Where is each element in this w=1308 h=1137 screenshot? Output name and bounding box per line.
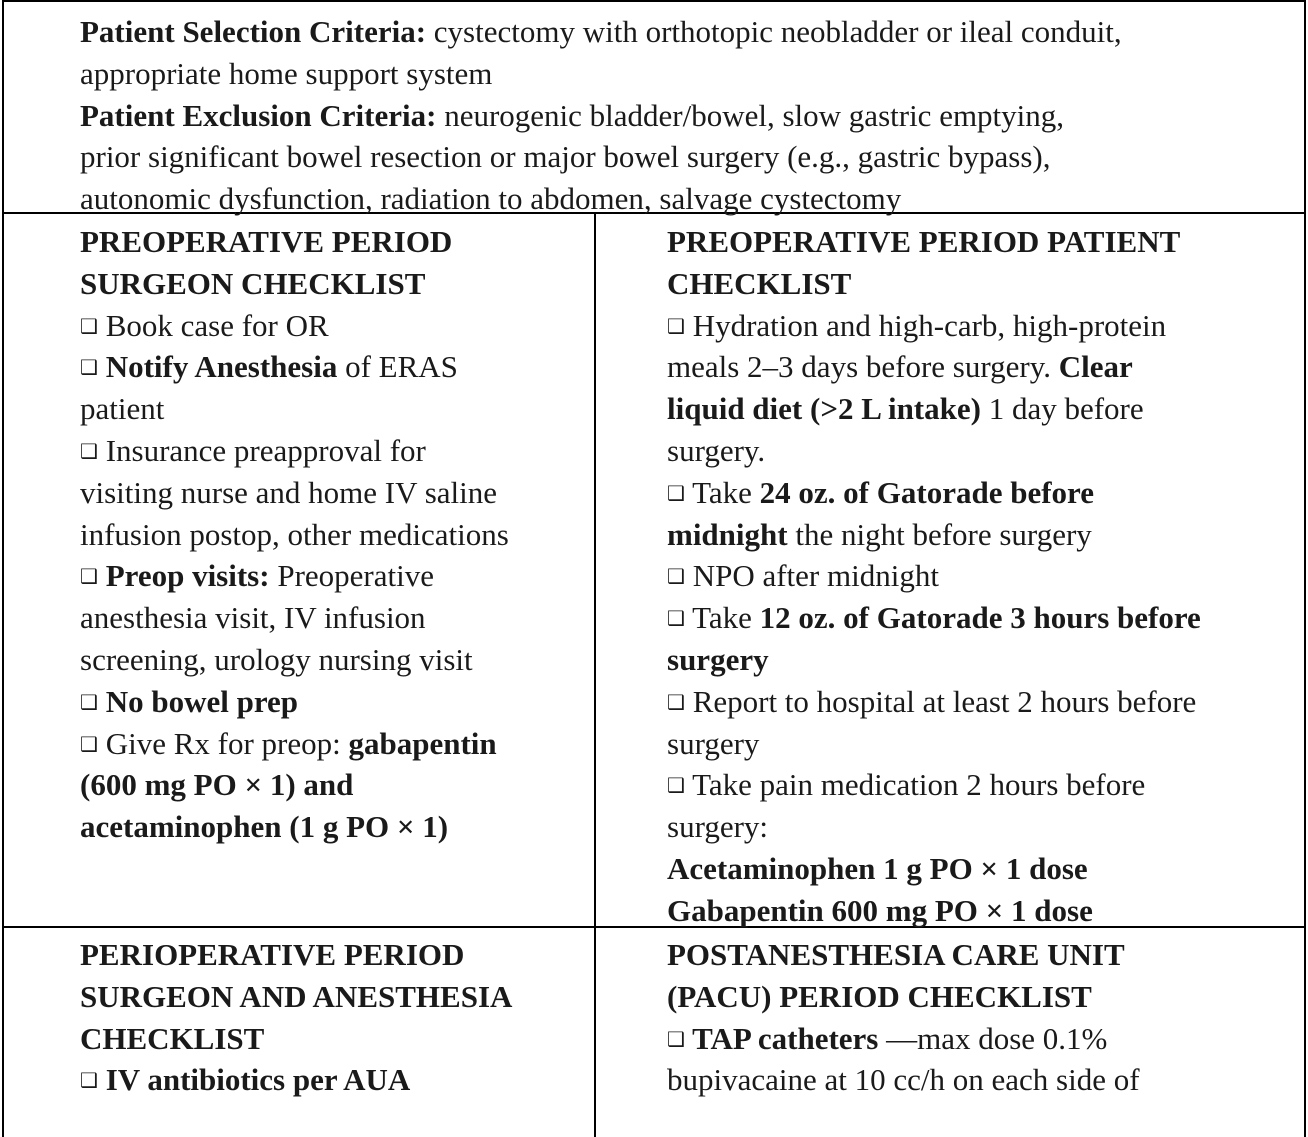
section-heading: CHECKLIST — [667, 265, 852, 301]
checklist-item: IV antibiotics per AUA — [97, 1062, 411, 1098]
checklist-item: 1 day before — [980, 391, 1144, 427]
selection-text: appropriate home support system — [80, 55, 493, 91]
checklist-item: —max dose 0.1% — [878, 1020, 1108, 1056]
checklist-item: Report to hospital at least 2 hours befo… — [684, 683, 1197, 719]
checklist-item: 12 oz. of Gatorade 3 hours before — [759, 600, 1201, 636]
checkbox-icon[interactable]: ❑ — [80, 564, 98, 589]
checklist-item: surgery. — [667, 432, 766, 468]
checklist-item: (600 mg PO × 1) and — [80, 767, 354, 803]
exclusion-text: neurogenic bladder/bowel, slow gastric e… — [436, 97, 1065, 133]
checklist-item: Preoperative — [269, 558, 434, 594]
section-heading: SURGEON CHECKLIST — [80, 265, 426, 301]
selection-criteria-label: Patient Selection Criteria: — [80, 14, 427, 49]
exclusion-text: autonomic dysfunction, radiation to abdo… — [80, 181, 902, 217]
checklist-item: Clear — [1058, 349, 1133, 385]
preop-surgeon-checklist: PREOPERATIVE PERIOD SURGEON CHECKLIST ❑ … — [80, 221, 509, 848]
exclusion-text: prior significant bowel resection or maj… — [80, 139, 1051, 175]
section-heading: PREOPERATIVE PERIOD PATIENT — [667, 224, 1181, 259]
checkbox-icon[interactable]: ❑ — [80, 355, 98, 380]
checklist-item: infusion postop, other medications — [80, 516, 509, 552]
checklist-item: Take pain medication 2 hours before — [684, 767, 1146, 803]
checklist-item: meals 2–3 days before surgery. — [667, 349, 1059, 385]
checklist-item: acetaminophen (1 g PO × 1) — [80, 809, 449, 845]
checklist-item: gabapentin — [348, 725, 497, 761]
section-heading: POSTANESTHESIA CARE UNIT — [667, 937, 1125, 972]
checkbox-icon[interactable]: ❑ — [667, 606, 685, 631]
checklist-item: surgery — [667, 725, 760, 761]
checkbox-icon[interactable]: ❑ — [80, 689, 98, 714]
criteria-text: Patient Selection Criteria: cystectomy w… — [80, 11, 1122, 220]
checklist-item: of ERAS — [337, 349, 458, 385]
checkbox-icon[interactable]: ❑ — [667, 773, 685, 798]
preop-patient-checklist: PREOPERATIVE PERIOD PATIENT CHECKLIST ❑ … — [667, 221, 1201, 932]
checklist-item: surgery — [667, 641, 769, 677]
checklist-item: bupivacaine at 10 cc/h on each side of — [667, 1062, 1140, 1098]
criteria-box — [2, 0, 1306, 214]
section-heading: PREOPERATIVE PERIOD — [80, 224, 453, 259]
checkbox-icon[interactable]: ❑ — [80, 438, 98, 463]
dose-line: Acetaminophen 1 g PO × 1 dose — [667, 850, 1088, 886]
checklist-item: No bowel prep — [97, 683, 299, 719]
checkbox-icon[interactable]: ❑ — [667, 313, 685, 338]
checklist-item: Notify Anesthesia — [97, 349, 338, 385]
column-divider — [594, 214, 596, 1137]
pacu-checklist: POSTANESTHESIA CARE UNIT (PACU) PERIOD C… — [667, 934, 1140, 1101]
checkbox-icon[interactable]: ❑ — [80, 313, 98, 338]
checklist-item: visiting nurse and home IV saline — [80, 474, 498, 510]
checklist-item: Preop visits: — [97, 558, 270, 594]
checklist-item: patient — [80, 391, 165, 427]
checklist-item: the night before surgery — [787, 516, 1092, 552]
checklist-item: surgery: — [667, 809, 769, 845]
checklist-item: anesthesia visit, IV infusion — [80, 600, 426, 636]
checklist-item: Hydration and high-carb, high-protein — [684, 307, 1167, 343]
dose-line: Gabapentin 600 mg PO × 1 dose — [667, 892, 1093, 928]
row-divider — [2, 926, 1306, 928]
section-heading: (PACU) PERIOD CHECKLIST — [667, 978, 1092, 1014]
periop-checklist: PERIOPERATIVE PERIOD SURGEON AND ANESTHE… — [80, 934, 512, 1101]
checklist-item: midnight — [667, 516, 788, 552]
checklist-item: Book case for OR — [97, 307, 329, 343]
checklist-item: screening, urology nursing visit — [80, 641, 473, 677]
checkbox-icon[interactable]: ❑ — [667, 1026, 685, 1051]
checklist-item: NPO after midnight — [684, 558, 939, 594]
checklist-item: Take — [684, 474, 760, 510]
checklist-item: TAP catheters — [684, 1020, 879, 1056]
section-heading: CHECKLIST — [80, 1020, 265, 1056]
checkbox-icon[interactable]: ❑ — [667, 564, 685, 589]
checklist-item: Give Rx for preop: — [97, 725, 349, 761]
section-heading: PERIOPERATIVE PERIOD — [80, 937, 465, 972]
right-border — [1304, 214, 1306, 1137]
section-heading: SURGEON AND ANESTHESIA — [80, 978, 513, 1014]
checklist-item: liquid diet (>2 L intake) — [667, 391, 981, 427]
checklist-item: 24 oz. of Gatorade before — [759, 474, 1094, 510]
exclusion-criteria-label: Patient Exclusion Criteria: — [80, 97, 437, 133]
selection-text: cystectomy with orthotopic neobladder or… — [426, 14, 1122, 49]
left-border — [2, 214, 4, 1137]
checklist-item: Take — [684, 600, 760, 636]
checkbox-icon[interactable]: ❑ — [80, 731, 98, 756]
checkbox-icon[interactable]: ❑ — [667, 480, 685, 505]
checklist-item: Insurance preapproval for — [97, 432, 426, 468]
checkbox-icon[interactable]: ❑ — [667, 689, 685, 714]
checkbox-icon[interactable]: ❑ — [80, 1068, 98, 1093]
